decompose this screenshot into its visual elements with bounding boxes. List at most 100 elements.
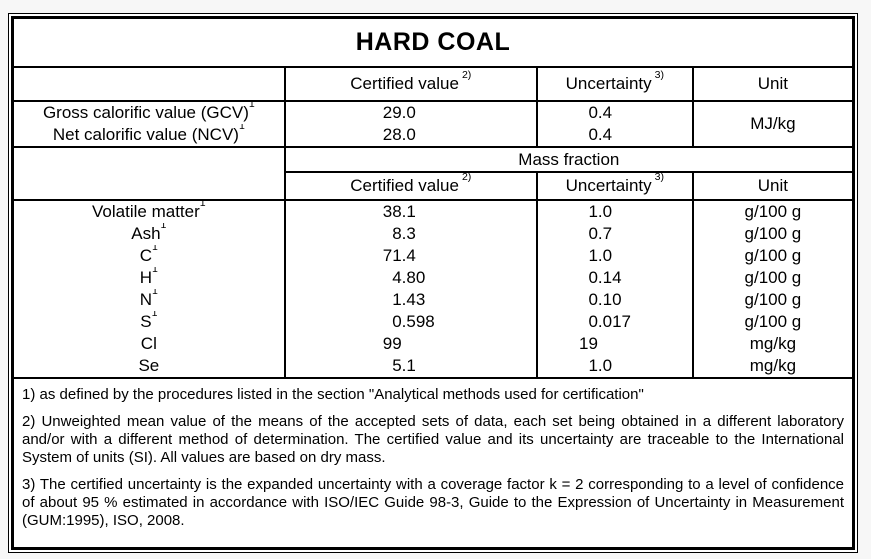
table-outer-frame: HARD COAL Certified value 2) Uncertainty 3… [8, 13, 858, 553]
certified-value-cell: 5.1 [283, 355, 538, 378]
row-label: H [139, 268, 153, 287]
footnote-marker-2: 2) [461, 68, 472, 81]
footnote-marker-1: 1 [152, 267, 158, 275]
certified-value-cell: 29.0 [283, 101, 538, 124]
row-label: C [139, 246, 153, 265]
unit-label: g/100 g [744, 224, 802, 243]
certified-value-cell: 1.43 [283, 289, 538, 311]
row-label-cell: Cl [14, 333, 286, 355]
footnotes-row: 1) as defined by the procedures listed i… [14, 377, 852, 547]
table-inner-frame: HARD COAL Certified value 2) Uncertainty 3… [11, 16, 855, 550]
certificate-table: HARD COAL Certified value 2) Uncertainty 3… [14, 19, 852, 547]
unit-cell: g/100 g [691, 289, 852, 311]
table-row: Se 5.1 1.0 mg/kg [14, 355, 852, 378]
unit-header: Unit [691, 171, 852, 201]
unit-label: g/100 g [744, 246, 802, 265]
table-row: S1 0.598 0.017 g/100 g [14, 311, 852, 333]
table-row: C1 71.4 1.0 g/100 g [14, 245, 852, 267]
uncertainty-header: Uncertainty 3) [535, 66, 694, 102]
uncertainty-value: 0.4 [588, 103, 613, 122]
footnote-marker-1: 1 [238, 124, 245, 132]
footnote-marker-1: 1 [152, 245, 158, 253]
page-title: HARD COAL [14, 19, 852, 68]
mass-fraction-section-header: Mass fraction [283, 146, 852, 173]
unit-label: mg/kg [749, 356, 797, 375]
row-label-cell: Se [14, 355, 286, 378]
uncertainty-value: 0.017 [588, 312, 631, 331]
table-row: H1 4.80 0.14 g/100 g [14, 267, 852, 289]
certified-value-header: Certified value 2) [283, 66, 538, 102]
certified-value: 4.80 [392, 268, 426, 287]
unit-cell: g/100 g [691, 200, 852, 223]
uncertainty-value: 1.0 [588, 202, 613, 221]
row-label: Ash [131, 224, 161, 243]
certified-value: 8.3 [392, 224, 416, 243]
footnote-marker-1: 1 [199, 200, 206, 209]
certified-value: 5.1 [392, 356, 416, 375]
footnote-1: 1) as defined by the procedures listed i… [22, 386, 644, 403]
table-row: Volatile matter1 38.1 1.0 g/100 g [14, 200, 852, 223]
unit-cell: g/100 g [691, 245, 852, 267]
certified-value: 29.0 [382, 103, 416, 122]
certified-value-cell: 4.80 [283, 267, 538, 289]
footnote-marker-1: 1 [151, 311, 158, 319]
uncertainty-value: 0.14 [588, 268, 622, 287]
unit-label: g/100 g [744, 202, 802, 221]
certified-value-cell: 8.3 [283, 223, 538, 245]
row-label-cell: Volatile matter1 [14, 200, 286, 223]
row-label-gcv: Gross calorific value (GCV)1 [14, 101, 286, 124]
unit-label: mg/kg [749, 334, 797, 353]
uncertainty-cell: 0.14 [535, 267, 694, 289]
footnote-marker-1: 1 [160, 223, 167, 231]
row-label-cell: C1 [14, 245, 286, 267]
row-label-ncv: Net calorific value (NCV)1 [14, 124, 286, 147]
table-row-gcv: Gross calorific value (GCV)1 29.0 0.4 MJ… [14, 101, 852, 147]
certified-value: 71.4 [382, 246, 416, 265]
footnote-2: 2) Unweighted mean value of the means of… [22, 413, 844, 466]
header-row-mass-fraction: Certified value 2) Uncertainty 3) Unit [14, 171, 852, 201]
row-label-cell: H1 [14, 267, 286, 289]
unit-label: g/100 g [744, 268, 802, 287]
uncertainty-value: 0.4 [588, 125, 613, 144]
uncertainty-cell: 0.10 [535, 289, 694, 311]
certified-value-cell: 71.4 [283, 245, 538, 267]
certified-value-cell: 99 [283, 333, 538, 355]
unit-label: g/100 g [744, 312, 802, 331]
uncertainty-cell: 0.017 [535, 311, 694, 333]
uncertainty-cell: 19 [535, 333, 694, 355]
unit-cell: g/100 g [691, 223, 852, 245]
footnote-3: 3) The certified uncertainty is the expa… [22, 476, 844, 529]
footnote-marker-3: 3) [654, 172, 665, 183]
row-label-cell: S1 [14, 311, 286, 333]
row-label: S [140, 312, 152, 331]
uncertainty-value: 0.10 [588, 290, 622, 309]
header-row-top: Certified value 2) Uncertainty 3) Unit [14, 66, 852, 102]
uncertainty-value: 1.0 [588, 246, 613, 265]
empty-section-cell [14, 146, 286, 201]
uncertainty-cell: 1.0 [535, 245, 694, 267]
certified-value: 38.1 [382, 202, 416, 221]
title-row: HARD COAL [14, 19, 852, 68]
row-label: Se [138, 356, 160, 375]
uncertainty-value: 1.0 [588, 356, 613, 375]
uncertainty-header: Uncertainty 3) [535, 171, 694, 201]
unit-cell: g/100 g [691, 311, 852, 333]
uncertainty-cell: 1.0 [535, 355, 694, 378]
row-label: Cl [140, 334, 157, 353]
table-row: Cl 99 19 mg/kg [14, 333, 852, 355]
row-label: Volatile matter [92, 202, 200, 221]
table-row: Ash1 8.3 0.7 g/100 g [14, 223, 852, 245]
row-label-cell: Ash1 [14, 223, 286, 245]
certified-value: 0.598 [392, 312, 435, 331]
uncertainty-value: 0.7 [588, 224, 613, 243]
unit-label: g/100 g [744, 290, 802, 309]
certified-value-header: Certified value 2) [283, 171, 538, 201]
certified-value-cell: 28.0 [283, 124, 538, 147]
uncertainty-value: 19 [578, 334, 598, 353]
row-label: N [139, 290, 153, 309]
certified-value-cell: 0.598 [283, 311, 538, 333]
footnotes-block: 1) as defined by the procedures listed i… [14, 377, 852, 547]
footnote-marker-3: 3) [654, 68, 665, 81]
table-row-ncv: Net calorific value (NCV)1 28.0 0.4 [14, 124, 852, 147]
